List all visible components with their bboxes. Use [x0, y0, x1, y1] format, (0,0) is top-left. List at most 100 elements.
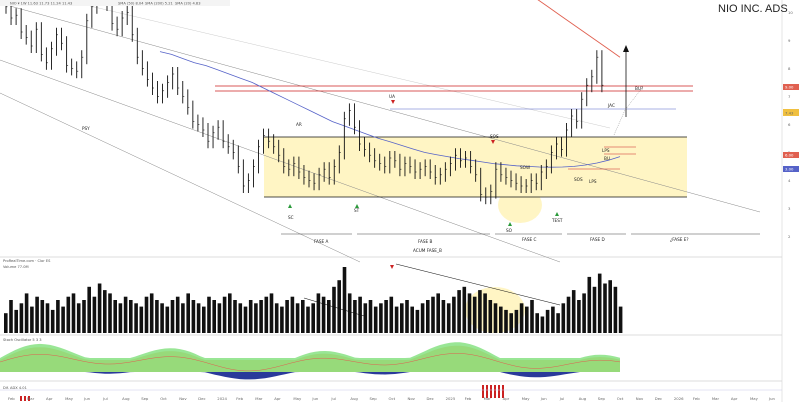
volume-bar: [545, 309, 550, 333]
marker-ua: [391, 100, 395, 104]
volume-bar: [530, 300, 534, 333]
y-tick-label: 10: [788, 10, 793, 15]
volume-bar: [519, 303, 524, 333]
volume-bar: [9, 300, 13, 333]
volume-bar: [405, 300, 409, 333]
volume-bar: [457, 290, 461, 333]
x-tick-label: Sep: [370, 396, 378, 401]
volume-bar: [597, 273, 602, 333]
wyckoff-bu-q: BU?: [635, 86, 643, 91]
channel-line-mid: [0, 59, 561, 263]
price-tag-text: 7.43: [785, 111, 794, 116]
volume-bar: [103, 290, 107, 333]
marker-test: [555, 212, 559, 216]
volume-bar: [61, 306, 65, 333]
x-tick-label: Mar: [484, 396, 492, 401]
volume-bar: [311, 303, 315, 333]
phase-b-label: FASE B: [418, 239, 433, 244]
x-tick-label: Aug: [579, 396, 587, 401]
wyckoff-so: SO: [506, 228, 513, 233]
volume-bar: [165, 306, 170, 333]
ma-legend-3: SMA (20) 4.83: [175, 2, 201, 6]
volume-bar: [50, 309, 55, 333]
marker-so: [508, 222, 512, 226]
spring-zone: [498, 187, 542, 223]
volume-bar: [228, 293, 232, 333]
volume-bar: [149, 293, 154, 333]
y-tick-label: 3: [788, 206, 791, 211]
volume-marker: [390, 265, 394, 269]
volume-bar: [556, 313, 560, 333]
projection-arrowhead: [623, 45, 629, 52]
volume-bar: [19, 303, 24, 333]
volume-label: Volume 77.0M: [3, 265, 29, 269]
x-tick-label: Sep: [598, 396, 606, 401]
x-tick-label: Apr: [46, 396, 53, 401]
volume-bar: [394, 306, 399, 333]
volume-bar: [467, 293, 472, 333]
x-tick-label: Apr: [503, 396, 510, 401]
volume-bar: [337, 280, 341, 333]
phase-acum-label: ACUM FASE_B: [413, 248, 442, 253]
volume-bar: [535, 313, 539, 333]
volume-bar: [274, 303, 279, 333]
y-tick-label: 7: [788, 94, 791, 99]
sma-50-line: [159, 51, 621, 168]
volume-bar: [97, 283, 102, 333]
wyckoff-test: TEST: [551, 218, 563, 223]
volume-bar: [181, 303, 185, 333]
x-tick-label: Feb: [236, 396, 243, 401]
wyckoff-sc: SC: [288, 215, 294, 220]
volume-bar: [472, 296, 477, 333]
volume-trend-arrow: [303, 297, 365, 317]
volume-bar: [243, 306, 248, 333]
main-legend: NIO ▾ 1W 11.63 11.73 11.24 11.43: [10, 2, 72, 6]
volume-bar: [426, 300, 430, 333]
volume-bar: [363, 303, 368, 333]
wyckoff-lps: LPS: [589, 179, 597, 184]
volume-bar: [269, 293, 274, 333]
volume-trend-arrow-2: [395, 263, 561, 306]
volume-bar: [525, 306, 529, 333]
x-tick-label: Aug: [350, 396, 358, 401]
x-tick-label: Dec: [198, 396, 205, 401]
x-tick-label: Feb: [465, 396, 472, 401]
channel-line-top: [89, 5, 611, 129]
price-tag: [783, 109, 799, 116]
volume-bar: [509, 313, 513, 333]
x-tick-label: Nov: [179, 396, 187, 401]
volume-bar: [321, 296, 326, 333]
x-tick-label: Aug: [122, 396, 130, 401]
oscillator-line: [0, 353, 621, 372]
volume-bar: [452, 296, 456, 333]
volume-bar: [379, 303, 383, 333]
chart-title: NIO INC. ADS: [718, 3, 788, 15]
volume-bar: [35, 296, 39, 333]
phase-d-label: FASE D: [590, 237, 605, 242]
wyckoff-sos: SOS: [490, 134, 499, 139]
volume-bar: [280, 306, 284, 333]
volume-bar: [191, 300, 196, 333]
volume-bar: [40, 300, 45, 333]
y-tick-label: 4: [788, 178, 791, 183]
wyckoff-jac: JAC: [607, 103, 615, 108]
wyckoff-lps-2: LPS: [602, 148, 610, 153]
volume-bar: [82, 300, 86, 333]
wyckoff-sos-2: SOS: [574, 177, 583, 182]
x-tick-label: Apr: [274, 396, 281, 401]
indicator-title: ProRealTime.com · Clor ES: [3, 259, 51, 263]
x-tick-label: Jul: [102, 396, 108, 401]
volume-bar: [123, 296, 128, 333]
x-tick-label: Jun: [768, 396, 776, 401]
price-tag2: 9.00: [785, 85, 794, 90]
volume-bar: [295, 303, 300, 333]
volume-bar: [233, 300, 237, 333]
volume-bar: [66, 296, 71, 333]
channel-line-upper: [9, 5, 761, 213]
x-tick-label: 2026: [674, 396, 684, 401]
volume-bar: [92, 296, 97, 333]
y-tick-label: 8: [788, 66, 791, 71]
volume-bar: [254, 303, 258, 333]
x-tick-label: May: [750, 396, 759, 401]
